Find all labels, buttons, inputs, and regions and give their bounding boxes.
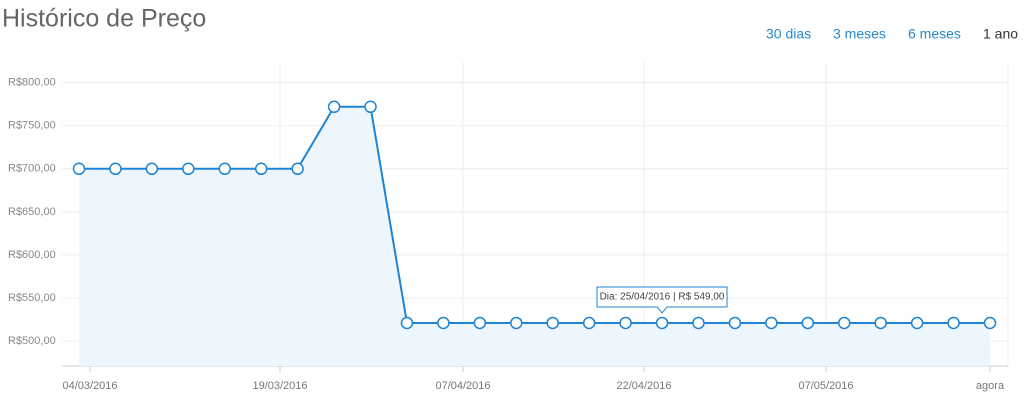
point (910, 316, 924, 330)
range-button[interactable]: 6 meses (908, 26, 961, 42)
y-tick-label: R$500,00 (8, 335, 56, 347)
x-tick-label: 07/05/2016 (798, 380, 853, 392)
point (692, 316, 705, 330)
area (79, 106, 990, 367)
point (801, 316, 815, 330)
tooltip-box (596, 286, 728, 314)
point (437, 316, 450, 330)
page-title: Histórico de Preço (2, 5, 206, 33)
point (582, 316, 596, 330)
y-tick-label: R$650,00 (8, 206, 56, 218)
point (218, 162, 232, 176)
point (364, 100, 377, 114)
point (765, 316, 778, 330)
x-tick-label: 22/04/2016 (616, 380, 671, 392)
point (291, 162, 304, 176)
point (327, 100, 341, 114)
y-tick-label: R$800,00 (8, 77, 56, 89)
x-tick-label: 07/04/2016 (435, 380, 490, 392)
range-button[interactable]: 3 meses (833, 26, 886, 42)
point (254, 162, 268, 176)
y-tick-label: R$600,00 (8, 249, 56, 261)
range-button[interactable]: 30 dias (766, 26, 811, 42)
tooltip-text: Dia: 25/04/2016 | R$ 549,00 (600, 292, 725, 303)
x-tick-label: agora (976, 380, 1005, 392)
point (619, 316, 632, 330)
point (947, 316, 960, 330)
y-tick-label: R$700,00 (8, 163, 56, 175)
point (400, 316, 414, 330)
point (728, 316, 742, 330)
point (837, 316, 851, 330)
y-tick-label: R$550,00 (8, 292, 56, 304)
x-tick-label: 19/03/2016 (252, 380, 307, 392)
point (546, 316, 559, 330)
point (182, 162, 195, 176)
point (72, 162, 86, 176)
point (874, 316, 887, 330)
x-tick-label: 04/03/2016 (62, 380, 117, 392)
point (510, 316, 523, 330)
point (145, 162, 159, 176)
point (473, 316, 487, 330)
point (655, 316, 669, 330)
y-tick-label: R$750,00 (8, 120, 56, 132)
point (983, 316, 997, 330)
range-button[interactable]: 1 ano (983, 26, 1018, 42)
point (109, 162, 122, 176)
